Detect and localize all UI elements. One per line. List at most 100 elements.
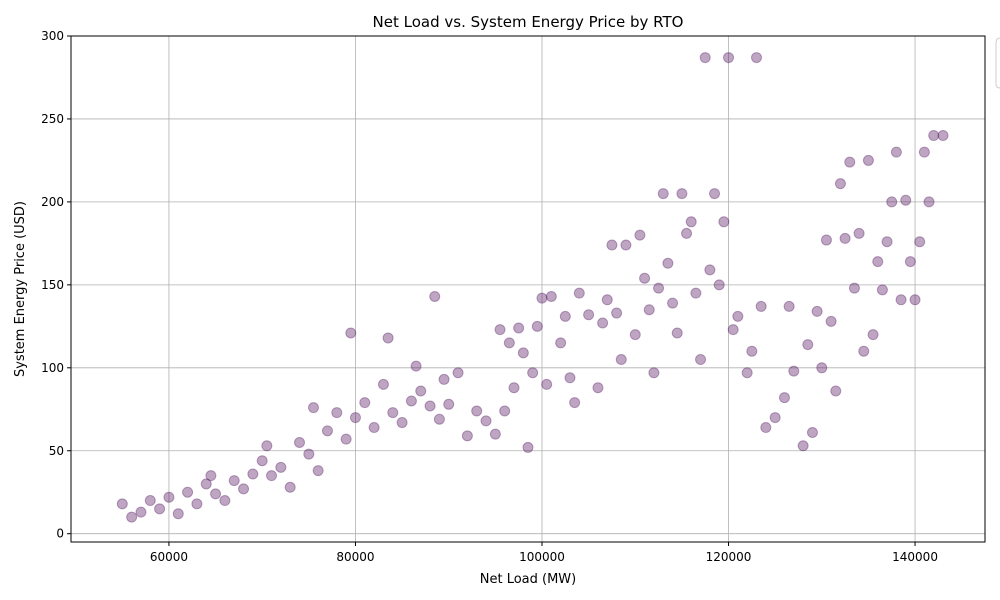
x-tick-label: 140000	[892, 550, 938, 564]
y-tick-label: 100	[41, 361, 64, 375]
data-point	[219, 495, 231, 507]
data-point	[307, 402, 319, 414]
data-point	[886, 196, 898, 208]
data-point	[816, 362, 828, 374]
data-point	[620, 239, 632, 251]
chart-title: Net Load vs. System Energy Price by RTO	[373, 13, 684, 31]
data-point	[853, 227, 865, 239]
data-point	[452, 367, 464, 379]
data-point	[671, 327, 683, 339]
data-point	[611, 307, 623, 319]
data-point	[200, 478, 212, 490]
data-point	[881, 236, 893, 248]
data-point	[163, 491, 175, 503]
data-point	[876, 284, 888, 296]
data-point	[676, 188, 688, 200]
data-point	[923, 196, 935, 208]
data-point	[718, 216, 730, 228]
data-point	[312, 465, 324, 477]
data-point	[662, 257, 674, 269]
data-point	[266, 470, 278, 482]
data-point	[713, 279, 725, 291]
data-point	[405, 395, 417, 407]
data-point	[751, 52, 762, 64]
data-point	[182, 486, 194, 498]
data-point	[848, 282, 860, 294]
data-point	[238, 483, 250, 495]
data-point	[377, 378, 389, 390]
data-point	[321, 425, 333, 437]
data-point	[135, 506, 147, 518]
data-point	[667, 297, 679, 309]
data-point	[256, 455, 268, 467]
data-point	[275, 461, 287, 473]
data-point	[746, 345, 758, 357]
data-point	[536, 292, 548, 304]
data-point	[797, 440, 809, 452]
data-point	[368, 422, 380, 434]
data-point	[900, 194, 912, 206]
data-point	[531, 320, 543, 332]
data-point	[685, 216, 697, 228]
data-point	[205, 470, 217, 482]
data-point	[489, 428, 501, 440]
data-point	[783, 300, 795, 312]
data-point	[294, 436, 305, 448]
data-point	[116, 498, 128, 510]
data-point	[396, 417, 408, 429]
data-point	[494, 324, 506, 336]
data-point	[503, 337, 515, 349]
data-point	[387, 407, 399, 419]
x-axis-label: Net Load (MW)	[480, 572, 576, 587]
data-point	[928, 130, 940, 142]
data-point	[904, 256, 916, 268]
data-point	[727, 324, 739, 336]
data-point	[890, 146, 902, 158]
data-point	[806, 427, 818, 439]
data-point	[811, 305, 823, 317]
data-point	[555, 337, 567, 349]
data-point	[690, 287, 702, 299]
y-tick-label: 0	[56, 527, 64, 541]
data-point	[433, 413, 445, 425]
data-point	[778, 392, 790, 404]
data-point	[522, 441, 534, 453]
data-point	[937, 130, 949, 142]
data-point	[228, 475, 240, 487]
data-point	[867, 329, 879, 341]
data-point	[709, 188, 721, 200]
data-point	[480, 415, 492, 427]
data-point	[527, 367, 539, 379]
data-point	[284, 481, 296, 493]
data-point	[508, 382, 520, 394]
data-point	[573, 287, 585, 299]
data-point	[760, 422, 772, 434]
data-point	[331, 407, 343, 419]
data-point	[723, 52, 735, 64]
data-point	[597, 317, 609, 329]
data-point	[359, 397, 371, 409]
data-point	[643, 304, 655, 316]
y-tick-label: 250	[41, 112, 64, 126]
data-point	[438, 373, 450, 385]
data-point	[681, 227, 693, 239]
data-point	[909, 294, 921, 306]
data-point	[345, 327, 357, 339]
data-point	[443, 398, 455, 410]
data-point	[788, 365, 800, 377]
y-tick-label: 150	[41, 278, 64, 292]
data-point	[191, 498, 203, 510]
data-point	[755, 300, 767, 312]
y-tick-label: 300	[41, 29, 64, 43]
data-point	[382, 332, 394, 344]
data-point	[657, 188, 669, 200]
data-point	[648, 367, 660, 379]
plot-frame	[70, 35, 986, 543]
data-point	[592, 382, 604, 394]
data-point	[699, 52, 711, 64]
data-point	[601, 294, 613, 306]
data-point	[802, 339, 814, 351]
x-tick-label: 100000	[519, 550, 565, 564]
data-point	[834, 178, 846, 190]
